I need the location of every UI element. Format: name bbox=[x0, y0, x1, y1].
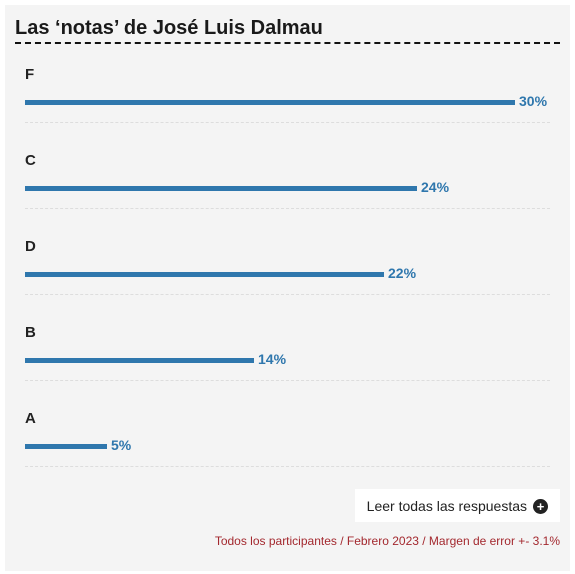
plus-circle-icon: + bbox=[533, 499, 548, 514]
footer-note: Todos los participantes / Febrero 2023 /… bbox=[214, 534, 560, 548]
read-all-answers-label: Leer todas las respuestas bbox=[366, 497, 527, 514]
title-divider bbox=[15, 42, 560, 44]
category-label: B bbox=[25, 324, 36, 341]
row-divider bbox=[25, 208, 550, 209]
category-label: D bbox=[25, 238, 36, 255]
survey-panel: Las ‘notas’ de José Luis Dalmau F 30% C 24%… bbox=[5, 5, 570, 571]
bar bbox=[25, 272, 384, 277]
bar bbox=[25, 100, 515, 105]
row-divider bbox=[25, 294, 550, 295]
category-label: F bbox=[25, 66, 35, 83]
bar-row: B 14% bbox=[25, 324, 550, 410]
bar-row: F 30% bbox=[25, 66, 550, 152]
bar-value-label: 14% bbox=[258, 351, 287, 367]
chart-title: Las ‘notas’ de José Luis Dalmau bbox=[15, 17, 323, 39]
bar-value-label: 24% bbox=[421, 179, 450, 195]
bar-row: A 5% bbox=[25, 410, 550, 496]
bar-value-label: 5% bbox=[111, 437, 132, 453]
bar bbox=[25, 186, 417, 191]
row-divider bbox=[25, 380, 550, 381]
bar-row: D 22% bbox=[25, 238, 550, 324]
category-label: C bbox=[25, 152, 36, 169]
bar bbox=[25, 444, 107, 449]
bar-value-label: 22% bbox=[388, 265, 417, 281]
row-divider bbox=[25, 122, 550, 123]
read-all-answers-button[interactable]: Leer todas las respuestas + bbox=[354, 489, 560, 522]
bar-row: C 24% bbox=[25, 152, 550, 238]
bar bbox=[25, 358, 254, 363]
category-label: A bbox=[25, 410, 36, 427]
bar-value-label: 30% bbox=[519, 93, 548, 109]
row-divider bbox=[25, 466, 550, 467]
